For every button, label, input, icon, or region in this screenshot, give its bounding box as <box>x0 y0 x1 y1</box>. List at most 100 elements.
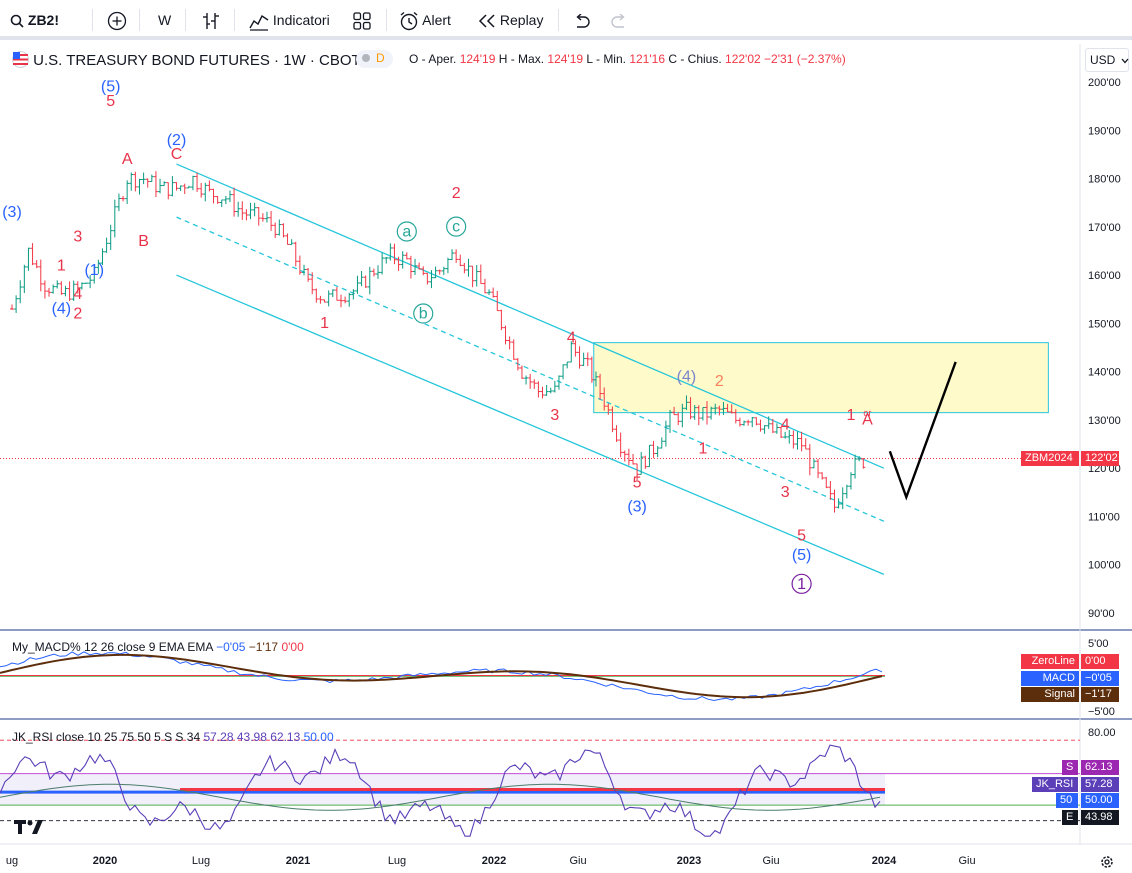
compare-add-button[interactable] <box>107 8 127 32</box>
macd-value-tag: −0'05 <box>1081 671 1119 686</box>
wave-label-circle <box>396 221 417 242</box>
open-value: 124'19 <box>459 52 496 66</box>
undo-button[interactable] <box>573 8 591 32</box>
ohlc-bar <box>614 425 619 442</box>
ohlc-bar <box>816 459 821 479</box>
currency-label: USD <box>1090 53 1116 67</box>
ohlc-bar <box>783 431 788 439</box>
ohlc-bar <box>499 309 504 331</box>
macd-title: My_MACD% 12 26 close 9 EMA EMA <box>12 640 213 654</box>
ohlc-bar <box>717 405 722 416</box>
toolbar-divider <box>185 9 186 31</box>
ohlc-bar <box>71 280 76 301</box>
indicators-button[interactable]: Indicatori <box>249 8 330 32</box>
ohlc-bar <box>705 401 710 425</box>
ohlc-bar <box>844 484 849 499</box>
ohlc-bar <box>199 182 204 198</box>
ohlc-bar <box>133 171 138 192</box>
wave-label: 4 <box>567 330 576 347</box>
ohlc-bar <box>219 199 224 208</box>
wave-label: 1 <box>797 576 806 593</box>
replay-label: Replay <box>499 12 544 28</box>
macd-tag: MACD <box>1021 671 1079 686</box>
wave-label: A <box>862 412 873 429</box>
ohlc-bar <box>240 201 245 220</box>
ohlc-bar <box>195 172 200 192</box>
replay-button[interactable]: Replay <box>478 8 543 32</box>
ohlc-bar <box>63 285 68 297</box>
ohlc-bar <box>742 420 747 426</box>
ohlc-bar <box>330 289 335 298</box>
chart-area[interactable]: 200'00 190'00 180'00 170'00 160'00 150'00 140'… <box>0 44 1132 873</box>
ohlc-bar <box>606 403 611 415</box>
ohlc-bar <box>367 266 372 295</box>
ohlc-bar <box>437 269 442 275</box>
main-legend[interactable]: U.S. TREASURY BOND FUTURES · 1W · CBOT <box>12 51 361 69</box>
ohlc-bar <box>162 181 167 186</box>
ohlc-bar <box>795 431 800 450</box>
ohlc-bar <box>729 404 734 414</box>
ohlc-bar <box>42 280 47 299</box>
settings-gear-icon[interactable] <box>1099 854 1115 870</box>
rsi-s-value: 62.13 <box>1081 760 1119 775</box>
ohlc-bar <box>626 448 631 466</box>
rsi-e-value: 43.98 <box>1081 810 1119 825</box>
ohlc-bar <box>524 375 529 385</box>
ohlc-bar <box>820 472 825 480</box>
change-value: −2'31 (−2.37%) <box>764 52 846 66</box>
ohlc-bar <box>112 199 117 238</box>
ohlc-bar <box>289 239 294 245</box>
rsi-main-value: 57.28 <box>1081 777 1119 792</box>
contract-tag: ZBM2024 <box>1021 451 1079 466</box>
wave-label-circle <box>413 303 434 324</box>
chart-type-button[interactable] <box>202 8 220 32</box>
ohlc-bar <box>762 425 767 434</box>
toolbar-divider <box>234 9 235 31</box>
ohlc-bar <box>441 266 446 275</box>
ohlc-bar <box>22 264 27 294</box>
data-badge[interactable]: D <box>356 50 393 68</box>
symbol-search[interactable]: ZB2! <box>10 8 59 32</box>
ohlc-bar <box>26 247 31 271</box>
ohlc-bar <box>149 174 154 182</box>
wave-label: 1 <box>57 257 66 274</box>
ohlc-bar <box>334 287 339 301</box>
wave-label: 2 <box>452 185 461 202</box>
ohlc-bar <box>561 364 566 380</box>
signal-value: −1'17 <box>248 640 279 654</box>
ohlc-bar <box>692 404 697 420</box>
close-label: C - Chius. <box>668 52 722 66</box>
ohlc-bar <box>737 417 742 427</box>
rsi-legend[interactable]: JK_RSI close 10 25 75 50 5 S S 34 57.28 … <box>12 730 334 744</box>
macd-legend[interactable]: My_MACD% 12 26 close 9 EMA EMA −0'05 −1'… <box>12 640 304 654</box>
ohlc-bar <box>643 455 648 469</box>
ohlc-bar <box>429 270 434 289</box>
ohlc-bar <box>454 249 459 263</box>
ohlc-bar <box>174 182 179 191</box>
ohlc-bar <box>803 438 808 450</box>
ohlc-bar <box>836 498 841 509</box>
chart-canvas[interactable]: 200'00190'00180'00170'00160'00150'00140'… <box>0 44 1132 873</box>
signal-value-tag: −1'17 <box>1081 687 1119 702</box>
wave-label: 3 <box>73 228 82 245</box>
ohlc-bar <box>359 271 364 287</box>
ohlc-bar <box>536 381 541 398</box>
ohlc-bar <box>388 243 393 261</box>
ohlc-bar <box>182 183 187 195</box>
interval-button[interactable]: W <box>158 12 172 28</box>
time-axis-label: Lug <box>388 855 406 867</box>
wave-label-circle <box>791 573 812 594</box>
redo-button[interactable] <box>610 8 628 32</box>
ohlc-bar <box>363 275 368 288</box>
wave-label: 1 <box>698 441 707 458</box>
price-axis-label: 160'00 <box>1088 270 1121 282</box>
price-axis-label: 200'00 <box>1088 77 1121 89</box>
ohlc-bar <box>100 248 105 266</box>
ohlc-bar <box>593 371 598 387</box>
ohlc-bar <box>491 287 496 298</box>
wave-label: c <box>452 219 460 236</box>
alert-button[interactable]: Alert <box>399 8 451 32</box>
currency-selector[interactable]: USD <box>1085 48 1129 72</box>
time-axis-label: 2021 <box>286 855 310 867</box>
layout-button[interactable] <box>353 8 371 32</box>
